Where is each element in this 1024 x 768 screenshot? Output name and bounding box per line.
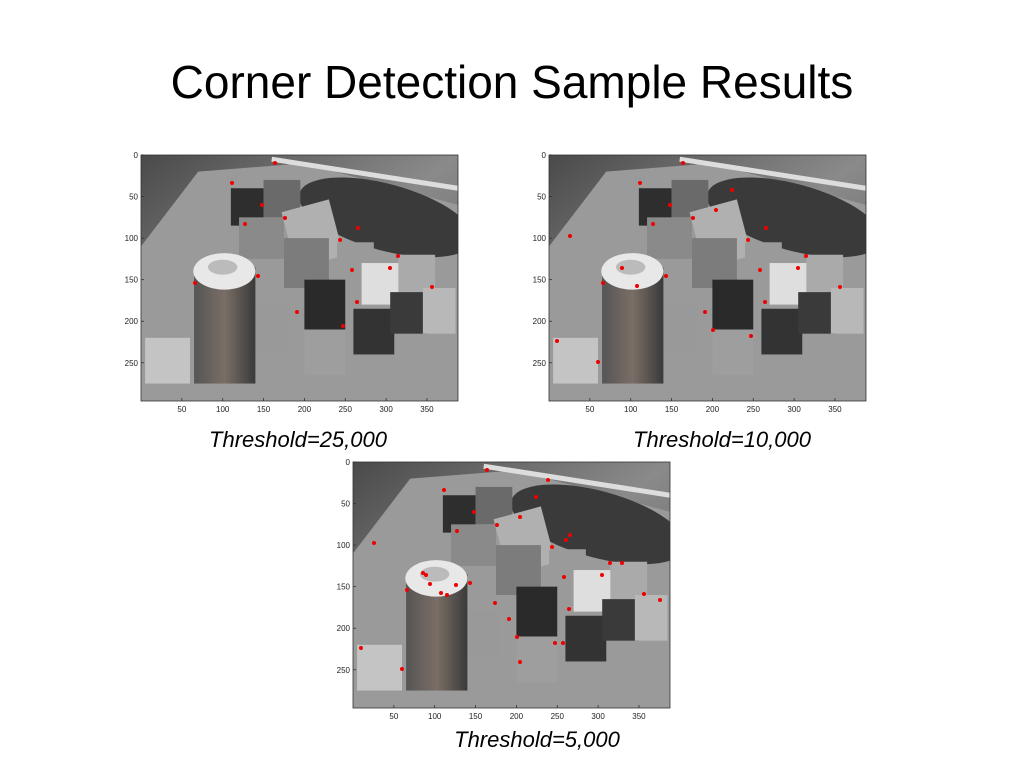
x-tick-label: 150 [469, 712, 483, 721]
y-tick-label: 0 [134, 151, 139, 160]
x-tick-label: 150 [665, 405, 679, 414]
y-tick-label: 50 [341, 500, 350, 509]
y-tick-label: 150 [337, 583, 351, 592]
x-tick-label: 300 [379, 405, 393, 414]
y-tick-label: 250 [337, 666, 351, 675]
x-tick-label: 200 [706, 405, 720, 414]
axes-frame [548, 154, 867, 402]
slide-title: Corner Detection Sample Results [171, 56, 854, 108]
caption: Threshold=5,000 [454, 727, 620, 752]
x-tick-label: 100 [624, 405, 638, 414]
x-tick-label: 50 [585, 405, 594, 414]
y-tick-label: 100 [337, 541, 351, 550]
x-tick-label: 150 [257, 405, 271, 414]
x-tick-label: 100 [216, 405, 230, 414]
y-tick-label: 100 [533, 234, 547, 243]
y-tick-label: 250 [125, 359, 139, 368]
y-tick-label: 100 [125, 234, 139, 243]
x-tick-label: 250 [339, 405, 353, 414]
x-tick-label: 250 [551, 712, 565, 721]
x-tick-label: 50 [177, 405, 186, 414]
corners [555, 161, 842, 364]
y-tick-label: 150 [533, 276, 547, 285]
x-tick-label: 350 [420, 405, 434, 414]
y-tick-label: 50 [129, 193, 138, 202]
x-tick-label: 300 [591, 712, 605, 721]
y-tick-label: 250 [533, 359, 547, 368]
caption: Threshold=10,000 [633, 427, 812, 452]
corners [359, 468, 662, 671]
axes-frame [352, 461, 671, 709]
y-tick-label: 0 [542, 151, 547, 160]
panel: Threshold=5,000 50 100 150 200 250 300 350 0 50 1… [337, 458, 693, 752]
image [549, 155, 889, 401]
y-tick-label: 200 [337, 624, 351, 633]
panel: Threshold=25,000 50 100 150 200 250 300 350 0 50… [125, 151, 481, 452]
corners [193, 161, 434, 328]
image [353, 462, 693, 708]
y-tick-label: 0 [346, 458, 351, 467]
caption: Threshold=25,000 [209, 427, 388, 452]
y-tick-label: 200 [125, 317, 139, 326]
x-tick-label: 200 [298, 405, 312, 414]
x-tick-label: 200 [510, 712, 524, 721]
x-tick-label: 350 [632, 712, 646, 721]
x-tick-label: 350 [828, 405, 842, 414]
x-tick-label: 300 [787, 405, 801, 414]
panel: Threshold=10,000 50 100 150 200 250 300 350 0 50… [533, 151, 889, 452]
x-tick-label: 50 [389, 712, 398, 721]
y-tick-label: 50 [537, 193, 546, 202]
y-tick-label: 150 [125, 276, 139, 285]
y-tick-label: 200 [533, 317, 547, 326]
x-tick-label: 250 [747, 405, 761, 414]
x-tick-label: 100 [428, 712, 442, 721]
axes-frame [140, 154, 459, 402]
image [141, 155, 481, 401]
